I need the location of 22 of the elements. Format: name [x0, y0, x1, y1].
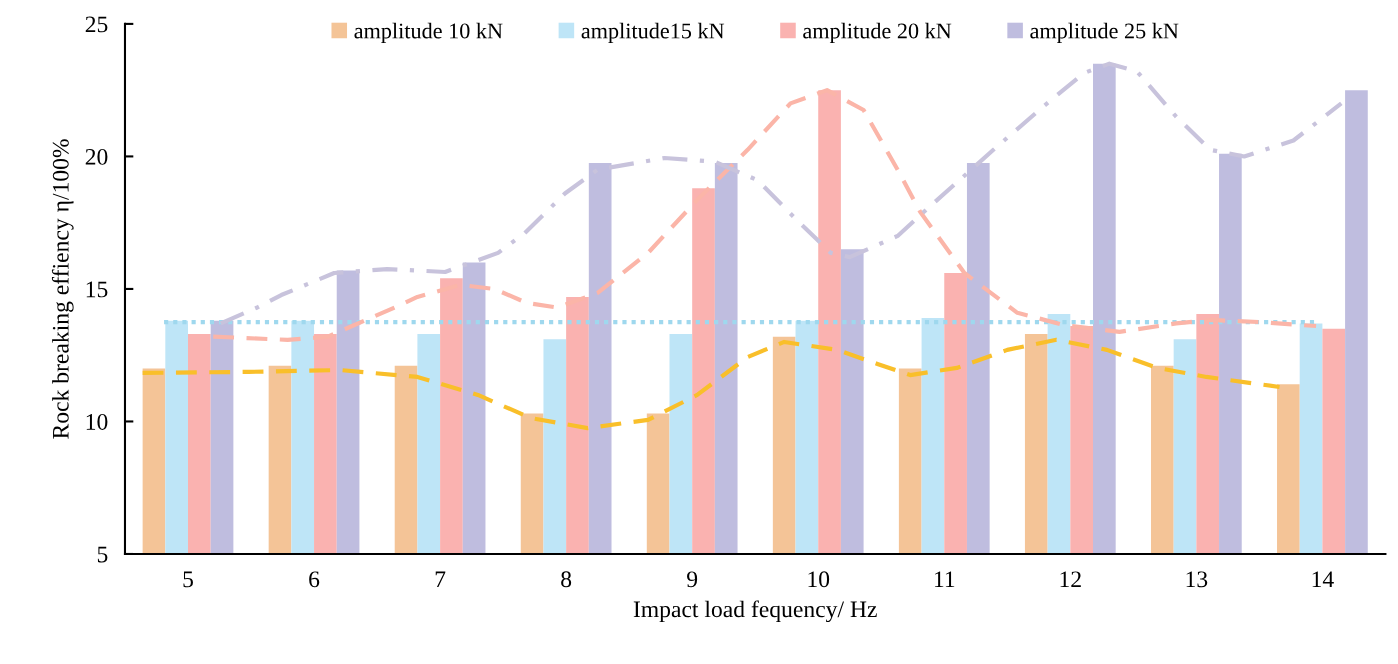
- x-tick-label: 10: [808, 571, 830, 588]
- x-tick-label: 5: [183, 571, 193, 588]
- x-tick-label: 8: [561, 571, 572, 588]
- x-tick-label: 14: [1312, 571, 1334, 588]
- y-tick-label: 15: [86, 281, 108, 298]
- y-axis-title: Rock breaking effiency η/100%: [51, 139, 74, 439]
- x-tick-label: 9: [687, 571, 698, 588]
- y-tick-label: 10: [86, 413, 108, 430]
- x-axis-title: Impact load fequency/ Hz: [633, 600, 877, 623]
- x-tick-label: 11: [934, 571, 955, 588]
- y-tick-label: 25: [85, 16, 108, 33]
- x-tick-label: 6: [309, 571, 320, 588]
- legend-label: amplitude 25 kN: [1030, 22, 1179, 43]
- x-tick-label: 13: [1186, 571, 1208, 588]
- x-tick-label: 7: [435, 571, 446, 588]
- line-series: [140, 337, 1282, 431]
- x-tick-label: 12: [1060, 571, 1081, 588]
- legend-label: amplitude 10 kN: [354, 22, 503, 43]
- legend-label: amplitude15 kN: [581, 22, 725, 43]
- y-tick-label: 20: [85, 148, 108, 165]
- legend-label: amplitude 20 kN: [803, 22, 952, 43]
- y-tick-label: 5: [97, 546, 108, 563]
